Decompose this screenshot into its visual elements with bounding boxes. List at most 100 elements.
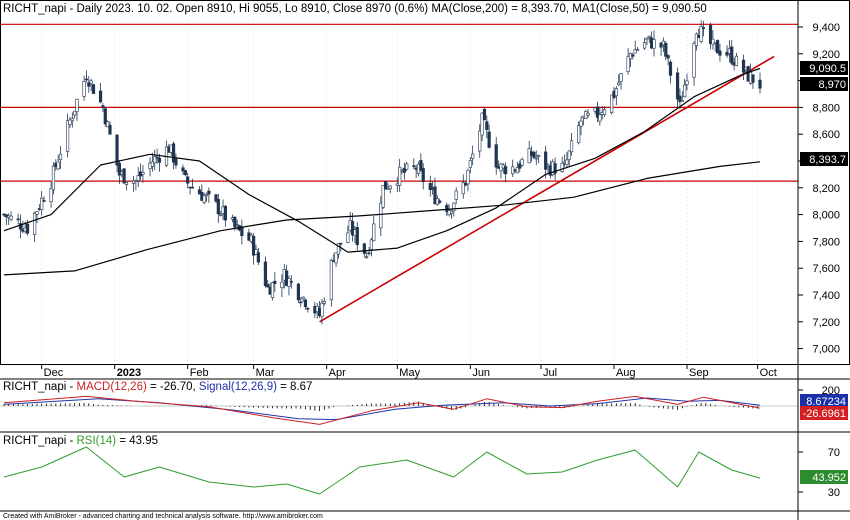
- candle-up: [379, 202, 383, 229]
- candle-up: [301, 296, 305, 299]
- macd-header: RICHT_napi - MACD(12,26) = -26.70, Signa…: [3, 381, 312, 393]
- candle-up: [478, 130, 482, 152]
- candle-down: [412, 165, 416, 167]
- candle-up: [610, 94, 614, 113]
- macd-header-name: MACD(12,26): [77, 381, 147, 393]
- candle-up: [150, 161, 154, 167]
- rsi-header-value: = 43.95: [116, 435, 158, 447]
- candle-down: [701, 27, 706, 29]
- candle-down: [91, 84, 96, 94]
- rsi-header-name: RSI(14): [77, 435, 117, 447]
- price-header: RICHT_napi - Daily 2023. 10. 02. Open 89…: [3, 3, 707, 15]
- candle-up: [49, 188, 53, 203]
- candle-down: [668, 61, 673, 76]
- candle-down: [42, 200, 46, 202]
- month-tick-label: Oct: [760, 367, 777, 379]
- macd-header-value: = -26.70,: [147, 381, 199, 393]
- price-tick-label: 7,200: [812, 317, 840, 329]
- macd-line: [3, 395, 761, 425]
- candle-down: [433, 186, 437, 205]
- candle-up: [405, 163, 409, 170]
- candle-down: [108, 124, 112, 135]
- candle-up: [683, 84, 687, 98]
- candle-down: [741, 59, 746, 73]
- value-tags: 9,090.5 8,970 8,393.7 8.67234-26.6961 43.952: [800, 61, 848, 484]
- price-tick-label: 8,800: [812, 102, 840, 114]
- candle-down: [419, 160, 423, 171]
- candle-up: [280, 281, 284, 288]
- month-tick-label: May: [399, 367, 420, 379]
- candle-up: [586, 112, 590, 116]
- candle-up: [235, 224, 239, 226]
- candle-down: [708, 24, 713, 44]
- price-tick-label: 7,600: [812, 263, 840, 275]
- candle-down: [273, 280, 277, 284]
- month-tick-label: Sep: [689, 367, 709, 379]
- candle-down: [84, 78, 89, 81]
- candle-up: [598, 114, 602, 122]
- candle-down: [553, 163, 557, 174]
- candle-up: [82, 81, 86, 97]
- candle-up: [480, 112, 484, 136]
- candle-up: [124, 182, 129, 185]
- candle-up: [398, 166, 402, 186]
- candle-up: [270, 282, 275, 298]
- candle-up: [329, 260, 333, 301]
- candle-down: [266, 284, 270, 288]
- rsi-header-prefix: RICHT_napi -: [3, 435, 77, 447]
- candle-down: [299, 301, 303, 304]
- candle-up: [661, 40, 666, 45]
- trendline: [319, 55, 775, 323]
- candle-up: [106, 121, 110, 128]
- signal-header-name: Signal(12,26,9): [199, 381, 277, 393]
- candle-down: [718, 50, 722, 56]
- candle-down: [383, 181, 388, 190]
- candle-down: [402, 167, 406, 173]
- month-tick-label: Jul: [543, 367, 557, 379]
- macd-panel: [0, 395, 798, 425]
- footer-credit: Created with AmiBroker - advanced charti…: [3, 513, 323, 520]
- candle-down: [631, 54, 635, 57]
- rsi-panel: [3, 446, 761, 495]
- candle-up: [560, 163, 564, 172]
- candle-up: [626, 56, 630, 72]
- candle-down: [678, 95, 682, 103]
- candle-down: [214, 194, 218, 202]
- candle-up: [254, 249, 258, 255]
- candle-up: [204, 194, 209, 197]
- rsi-value-tag-bg: [800, 470, 848, 484]
- candle-up: [680, 99, 684, 102]
- candle-up: [534, 157, 538, 160]
- candle-down: [438, 200, 442, 203]
- signal-value-tag-bg: [800, 394, 848, 408]
- signal-header-value: = 8.67: [277, 381, 313, 393]
- candle-down: [207, 190, 211, 195]
- candle-down: [16, 218, 20, 221]
- candle-down: [25, 223, 30, 234]
- candle-up: [694, 33, 699, 47]
- candle-down: [256, 252, 260, 263]
- moving-averages: [3, 67, 761, 276]
- month-tick-label: Dec: [44, 367, 64, 379]
- candle-down: [186, 176, 190, 184]
- candle-up: [520, 159, 524, 166]
- candle-down: [263, 261, 268, 287]
- ma50-value-tag: 9,090.5: [809, 63, 846, 75]
- candle-up: [692, 43, 696, 78]
- candle-up: [381, 185, 385, 208]
- candle-up: [468, 160, 472, 168]
- ma200-value-tag: 8,393.7: [809, 154, 846, 166]
- macd-value-tag: -26.6961: [803, 408, 846, 420]
- candle-up: [449, 210, 454, 214]
- candle-down: [155, 156, 159, 159]
- price-tick-label: 9,400: [812, 22, 840, 34]
- candle-down: [101, 105, 105, 108]
- candle-down: [306, 307, 310, 310]
- candle-up: [577, 125, 581, 144]
- candle-up: [75, 99, 79, 112]
- candle-up: [645, 37, 649, 40]
- signal-value-tag: 8.67234: [806, 396, 846, 408]
- candle-up: [365, 256, 369, 259]
- candle-up: [454, 190, 458, 200]
